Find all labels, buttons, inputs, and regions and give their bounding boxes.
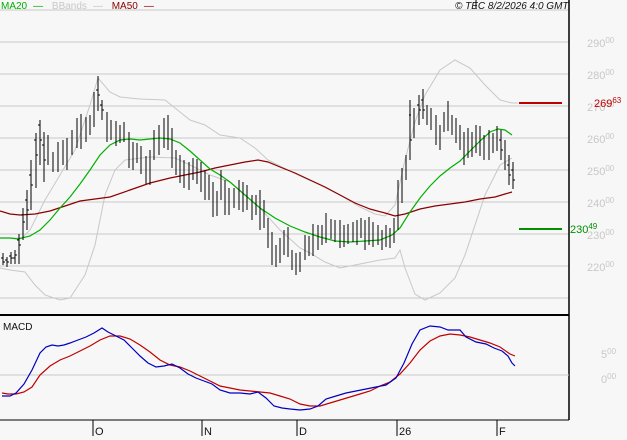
support-level-label: 23049	[570, 222, 598, 236]
macd-line	[2, 325, 516, 411]
x-axis-label-november: N	[204, 426, 212, 438]
x-axis-label-december: D	[299, 426, 307, 438]
price-axis-label: 25000	[587, 164, 615, 178]
price-axis-label: 28000	[587, 68, 615, 82]
ma20-line	[0, 128, 513, 243]
price-axis-label: 29000	[587, 36, 615, 50]
x-axis-label-october: O	[95, 426, 104, 438]
indicator-legend: MA20— BBands — MA50—	[1, 1, 160, 12]
legend-bbands: BBands —	[51, 1, 103, 12]
price-bars	[1, 76, 515, 275]
x-axis-label-february: F	[499, 426, 506, 438]
macd-axis-label: 500	[601, 347, 617, 361]
bollinger-bands	[0, 59, 518, 301]
legend-ma50: MA50—	[111, 1, 154, 12]
legend-ma20: MA20—	[1, 1, 44, 12]
macd-axis-label: 000	[601, 372, 617, 386]
ma50-line	[0, 159, 513, 217]
price-axis-label: 27000	[587, 100, 615, 114]
x-axis-label-2026: 26	[399, 426, 412, 438]
macd-signal-line	[1, 333, 516, 407]
price-axis-label: 26000	[587, 132, 615, 146]
copyright-timestamp: © TEC 8/2/2026 4:0 GMT	[455, 1, 569, 12]
price-axis-label: 23000	[587, 228, 615, 242]
price-axis-label: 24000	[587, 196, 615, 210]
resistance-level-label: 26963	[594, 96, 622, 110]
price-axis-label: 22000	[587, 260, 615, 274]
macd-panel-title: MACD	[3, 322, 33, 333]
